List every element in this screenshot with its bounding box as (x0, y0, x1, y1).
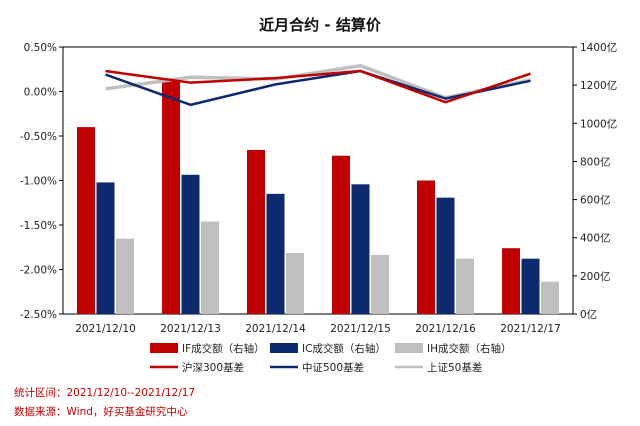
legend-label-bar-3: IH成交额（右轴） (427, 342, 512, 355)
category-label: 2021/12/14 (245, 323, 306, 335)
bar-1-2 (162, 79, 180, 315)
category-label: 2021/12/10 (75, 323, 136, 335)
bar-2-3 (266, 193, 285, 314)
bar-3-1 (116, 238, 134, 314)
chart-title: 近月合约 - 结算价 (259, 16, 382, 34)
bar-2-6 (521, 258, 540, 314)
legend-label-line-2: 中证500基差 (302, 361, 364, 374)
left-tick-label: 0.50% (24, 42, 57, 54)
line-series-2 (105, 69, 531, 107)
right-tick-label: 1200亿 (580, 79, 617, 92)
bar-1-6 (502, 248, 520, 314)
category-label: 2021/12/13 (160, 323, 221, 335)
bar-2-5 (436, 197, 455, 314)
right-tick-label: 400亿 (580, 232, 611, 245)
bar-3-4 (371, 254, 389, 314)
bar-3-6 (541, 281, 559, 314)
right-tick-label: 0亿 (580, 308, 597, 321)
right-axis-ticks: 1400亿 1200亿 1000亿 800亿 600亿 400亿 200亿 0亿 (573, 41, 617, 321)
bar-marks (77, 79, 559, 315)
left-tick-label: -0.50% (20, 131, 57, 143)
left-tick-label: -1.50% (20, 220, 57, 232)
left-tick-label: 0.00% (24, 87, 57, 99)
left-tick-label: -1.00% (20, 176, 57, 188)
legend-swatch-bar-2 (270, 343, 298, 353)
category-labels: 2021/12/10 2021/12/13 2021/12/14 2021/12/15… (75, 323, 561, 335)
line-marks (105, 63, 531, 107)
bar-1-4 (332, 155, 350, 314)
legend-swatch-bar-3 (395, 343, 423, 353)
right-tick-label: 200亿 (580, 270, 611, 283)
right-tick-label: 600亿 (580, 194, 611, 207)
basis-volume-chart: 近月合约 - 结算价 0.50% 0.00% -0.50% -1.00% -1.50% -… (20, 16, 617, 374)
right-tick-label: 1400亿 (580, 41, 617, 54)
bar-2-4 (351, 184, 370, 314)
bar-1-5 (417, 180, 435, 314)
legend-label-bar-1: IF成交额（右轴） (182, 342, 265, 355)
bar-3-2 (201, 221, 219, 314)
category-label: 2021/12/17 (500, 323, 561, 335)
bar-3-5 (456, 258, 474, 314)
category-label: 2021/12/15 (330, 323, 391, 335)
bar-2-1 (96, 182, 115, 314)
stat-range-note: 统计区间：2021/12/10--2021/12/17 (14, 387, 196, 399)
legend-swatch-bar-1 (150, 343, 178, 353)
line-series-1 (105, 69, 531, 104)
right-tick-label: 1000亿 (580, 117, 617, 130)
legend-label-line-1: 沪深300基差 (182, 361, 244, 374)
bar-2-2 (181, 174, 200, 314)
left-axis-ticks: 0.50% 0.00% -0.50% -1.00% -1.50% -2.00% -2.50% (20, 42, 63, 321)
bar-3-3 (286, 252, 304, 314)
legend-label-line-3: 上证50基差 (427, 361, 482, 374)
legend-label-bar-2: IC成交额（右轴） (302, 342, 386, 355)
category-label: 2021/12/16 (415, 323, 476, 335)
data-source-note: 数据来源：Wind，好买基金研究中心 (14, 406, 188, 418)
bar-1-3 (247, 149, 265, 314)
legend: IF成交额（右轴） IC成交额（右轴） IH成交额（右轴） 沪深300基差 中证500基… (150, 342, 512, 374)
left-tick-label: -2.00% (20, 265, 57, 277)
bar-1-1 (77, 127, 95, 314)
left-tick-label: -2.50% (20, 309, 57, 321)
right-tick-label: 800亿 (580, 155, 611, 168)
